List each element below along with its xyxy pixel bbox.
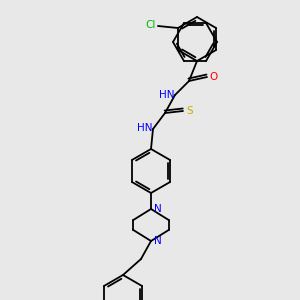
Text: O: O <box>210 72 218 82</box>
Text: N: N <box>154 204 162 214</box>
Text: S: S <box>187 106 193 116</box>
Text: N: N <box>154 236 162 246</box>
Text: HN: HN <box>159 90 175 100</box>
Text: HN: HN <box>137 123 153 133</box>
Text: Cl: Cl <box>146 20 156 30</box>
